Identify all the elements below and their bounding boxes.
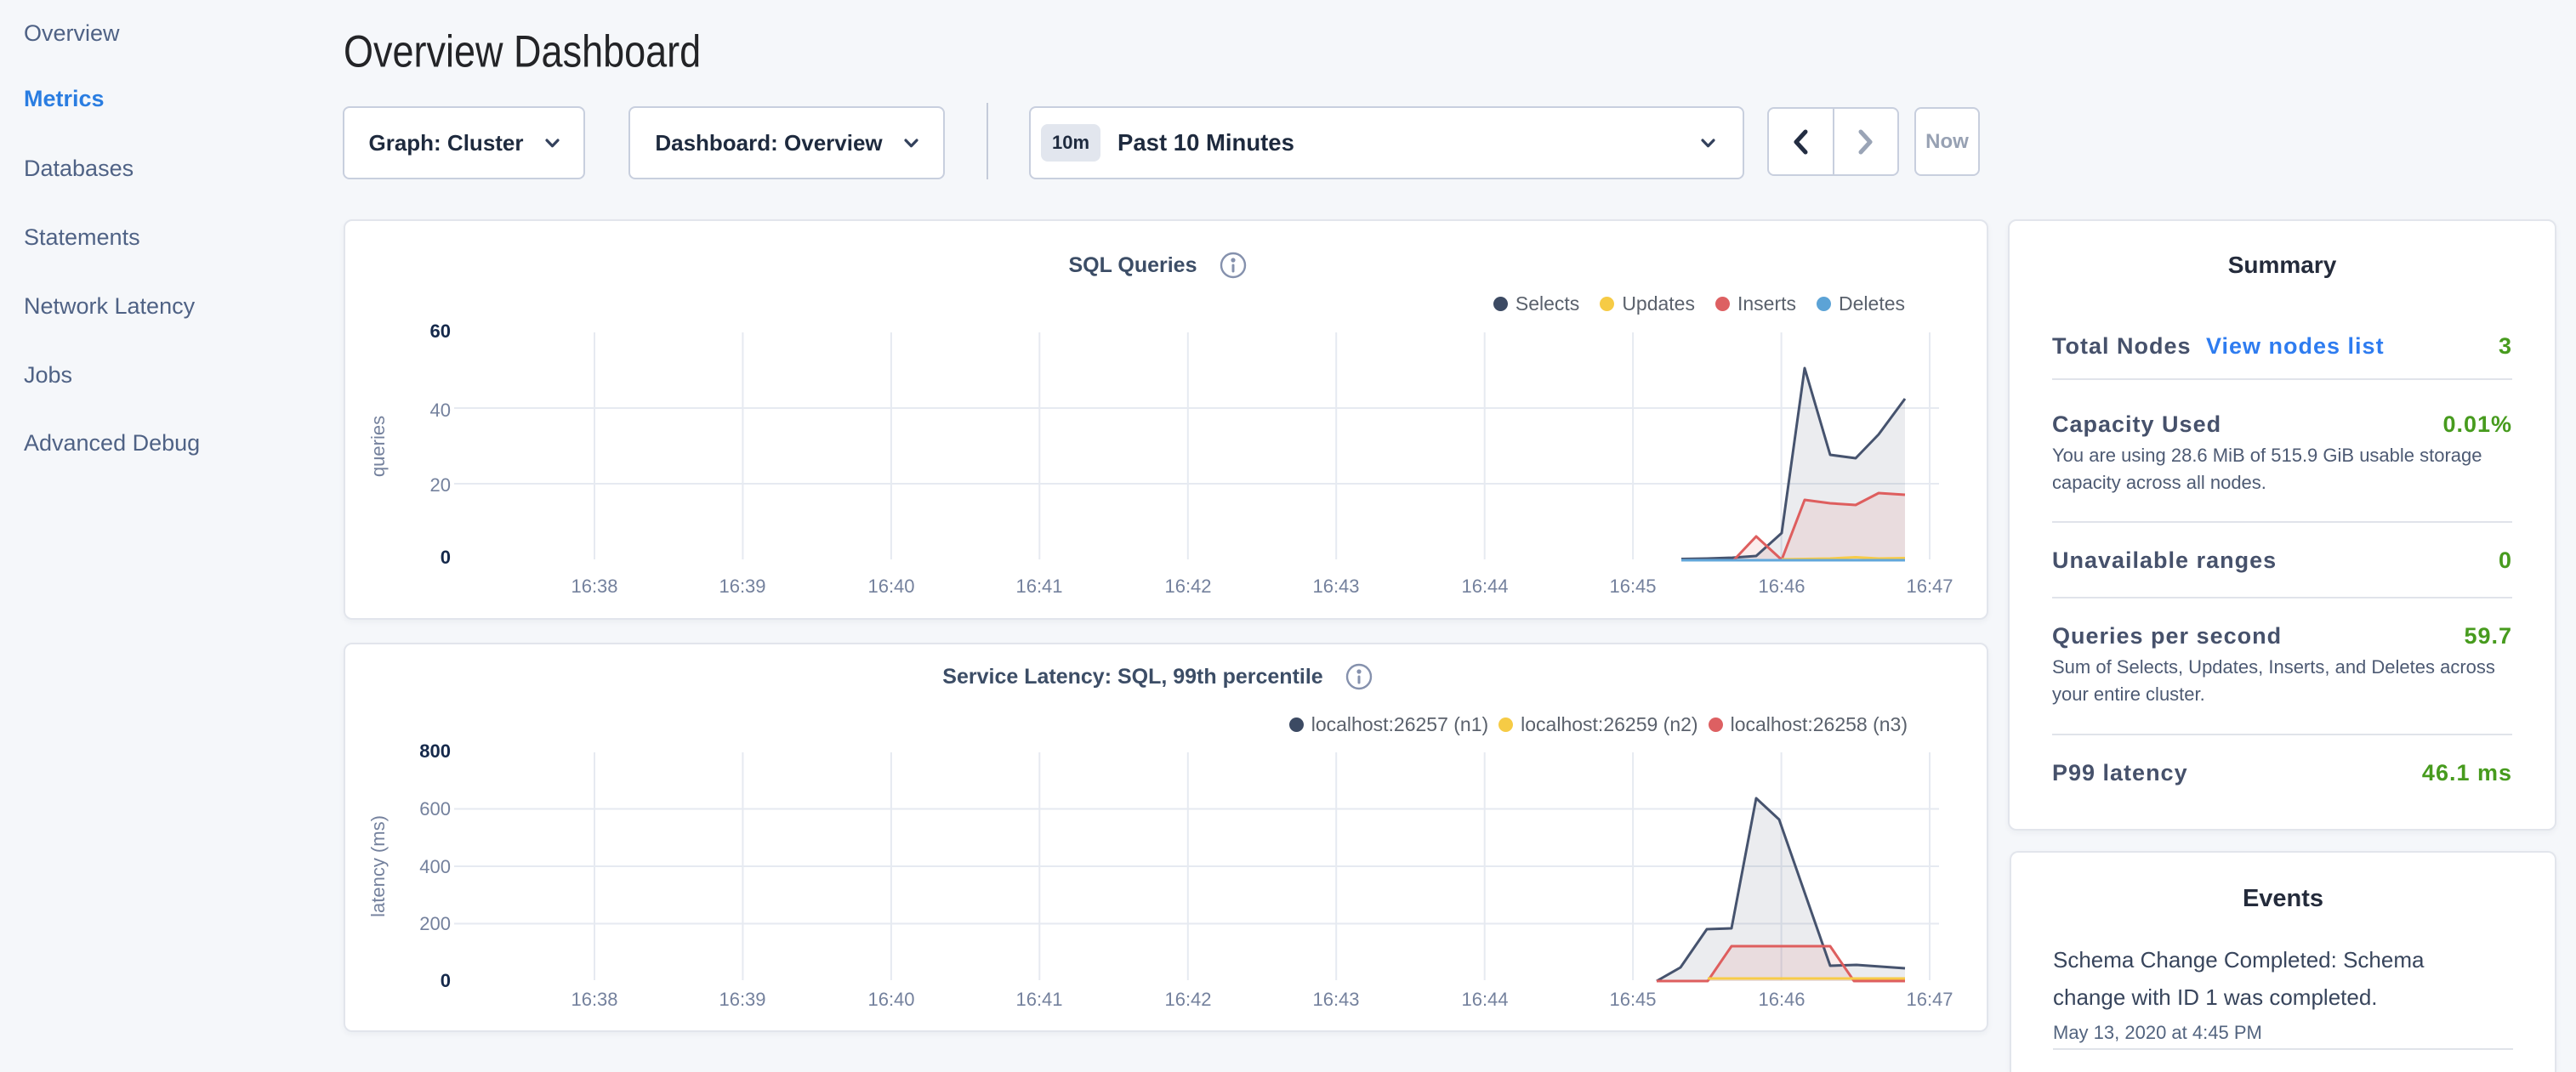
- svg-text:16:38: 16:38: [571, 989, 617, 1010]
- svg-text:0: 0: [441, 547, 451, 568]
- svg-text:600: 600: [419, 798, 451, 820]
- svg-text:16:38: 16:38: [571, 576, 617, 597]
- svg-text:latency (ms): latency (ms): [367, 815, 389, 917]
- svg-text:16:44: 16:44: [1461, 576, 1508, 597]
- svg-text:16:41: 16:41: [1015, 576, 1062, 597]
- svg-text:200: 200: [419, 913, 451, 934]
- svg-text:16:45: 16:45: [1609, 989, 1656, 1010]
- svg-text:16:41: 16:41: [1015, 989, 1062, 1010]
- svg-text:16:44: 16:44: [1461, 989, 1508, 1010]
- svg-text:0: 0: [441, 970, 451, 991]
- svg-text:16:39: 16:39: [719, 989, 765, 1010]
- svg-text:queries: queries: [367, 416, 389, 477]
- svg-text:16:47: 16:47: [1906, 989, 1953, 1010]
- svg-text:800: 800: [419, 740, 451, 762]
- svg-text:16:42: 16:42: [1164, 576, 1211, 597]
- svg-text:16:46: 16:46: [1758, 576, 1805, 597]
- svg-text:16:45: 16:45: [1609, 576, 1656, 597]
- svg-text:16:46: 16:46: [1758, 989, 1805, 1010]
- svg-text:16:40: 16:40: [867, 989, 914, 1010]
- svg-text:20: 20: [430, 474, 451, 496]
- svg-text:16:39: 16:39: [719, 576, 765, 597]
- svg-text:16:42: 16:42: [1164, 989, 1211, 1010]
- svg-text:60: 60: [430, 320, 451, 342]
- svg-text:16:47: 16:47: [1906, 576, 1953, 597]
- svg-text:400: 400: [419, 856, 451, 877]
- svg-text:16:43: 16:43: [1312, 989, 1359, 1010]
- svg-text:16:40: 16:40: [867, 576, 914, 597]
- svg-text:40: 40: [430, 400, 451, 421]
- svg-text:16:43: 16:43: [1312, 576, 1359, 597]
